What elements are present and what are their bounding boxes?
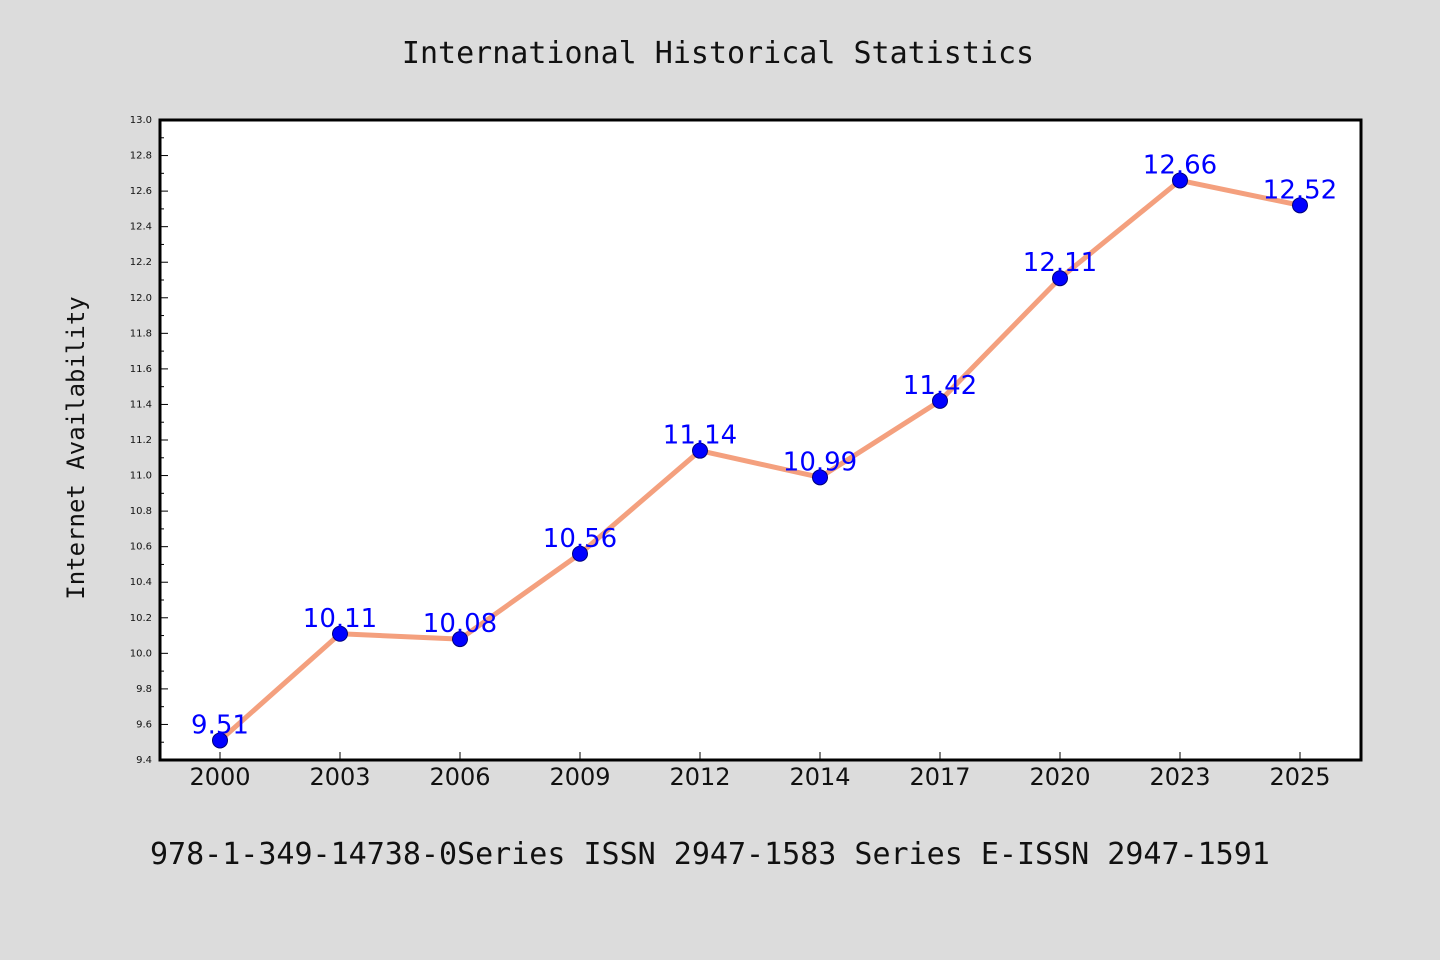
y-tick-label: 10.6 xyxy=(130,542,152,553)
x-tick-label: 2020 xyxy=(1029,763,1090,791)
y-tick-label: 10.2 xyxy=(130,613,152,624)
data-point xyxy=(1292,197,1308,214)
data-point xyxy=(212,732,228,749)
y-tick-label: 9.4 xyxy=(136,755,152,766)
y-tick-label: 12.4 xyxy=(130,222,152,233)
data-label: 12.52 xyxy=(1263,175,1337,205)
data-label: 12.66 xyxy=(1143,150,1217,180)
isbn-issn-footer: 978-1-349-14738-0Series ISSN 2947-1583 S… xyxy=(150,837,1270,872)
y-tick-label: 12.2 xyxy=(130,257,152,268)
data-label: 9.51 xyxy=(191,710,249,740)
data-point xyxy=(812,469,828,486)
x-tick-label: 2009 xyxy=(549,763,610,791)
series-line xyxy=(217,177,1303,743)
data-label: 10.56 xyxy=(543,524,617,554)
x-tick-label: 2023 xyxy=(1149,763,1210,791)
y-tick-label: 11.2 xyxy=(130,435,152,446)
y-tick-label: 12.8 xyxy=(130,151,152,162)
data-point xyxy=(932,392,948,409)
chart-title: International Historical Statistics xyxy=(402,36,1034,71)
data-point xyxy=(332,625,348,642)
x-tick-label: 2006 xyxy=(429,763,490,791)
y-axis-label: Internet Availability xyxy=(62,296,90,599)
data-label: 11.14 xyxy=(663,421,737,451)
y-tick-label: 10.8 xyxy=(130,506,152,517)
y-tick-label: 11.0 xyxy=(130,471,152,482)
y-tick-label: 11.6 xyxy=(130,364,152,375)
y-tick-label: 11.8 xyxy=(130,328,152,339)
plot-area xyxy=(158,118,1363,762)
data-label: 11.42 xyxy=(903,371,977,401)
series-layer: 9.51 10.11 10.08 10.56 11.14 10.99 11.42 12.11 1… xyxy=(191,150,1337,749)
x-tick-label: 2014 xyxy=(789,763,850,791)
y-tick-label: 11.4 xyxy=(130,399,152,410)
data-label: 10.11 xyxy=(303,604,377,634)
data-point xyxy=(692,442,708,459)
x-tick-label: 2000 xyxy=(189,763,250,791)
x-tick-label: 2003 xyxy=(309,763,370,791)
y-tick-label: 12.6 xyxy=(130,186,152,197)
y-tick-label: 9.6 xyxy=(136,719,152,730)
y-tick-label: 13.0 xyxy=(130,115,152,126)
x-tick-label: 2017 xyxy=(909,763,970,791)
y-tick-label: 10.4 xyxy=(130,577,152,588)
x-tick-label: 2012 xyxy=(669,763,730,791)
data-label: 12.11 xyxy=(1023,248,1097,278)
y-tick-label: 9.8 xyxy=(136,684,152,695)
y-tick-label: 10.0 xyxy=(130,648,152,659)
y-axis: 9.4 9.6 9.8 10.0 10.2 10.4 10.6 10.8 11.0 11.2 11.… xyxy=(130,115,168,766)
y-tick-label: 12.0 xyxy=(130,293,152,304)
x-tick-label: 2025 xyxy=(1269,763,1330,791)
data-label: 10.08 xyxy=(423,609,497,639)
data-point xyxy=(572,545,588,562)
data-label: 10.99 xyxy=(783,447,857,477)
data-point xyxy=(1052,270,1068,287)
x-axis: 2000 2003 2006 2009 2012 2014 2017 2020 2023 2025 xyxy=(189,752,1331,791)
data-point xyxy=(452,631,468,648)
data-point xyxy=(1172,172,1188,189)
